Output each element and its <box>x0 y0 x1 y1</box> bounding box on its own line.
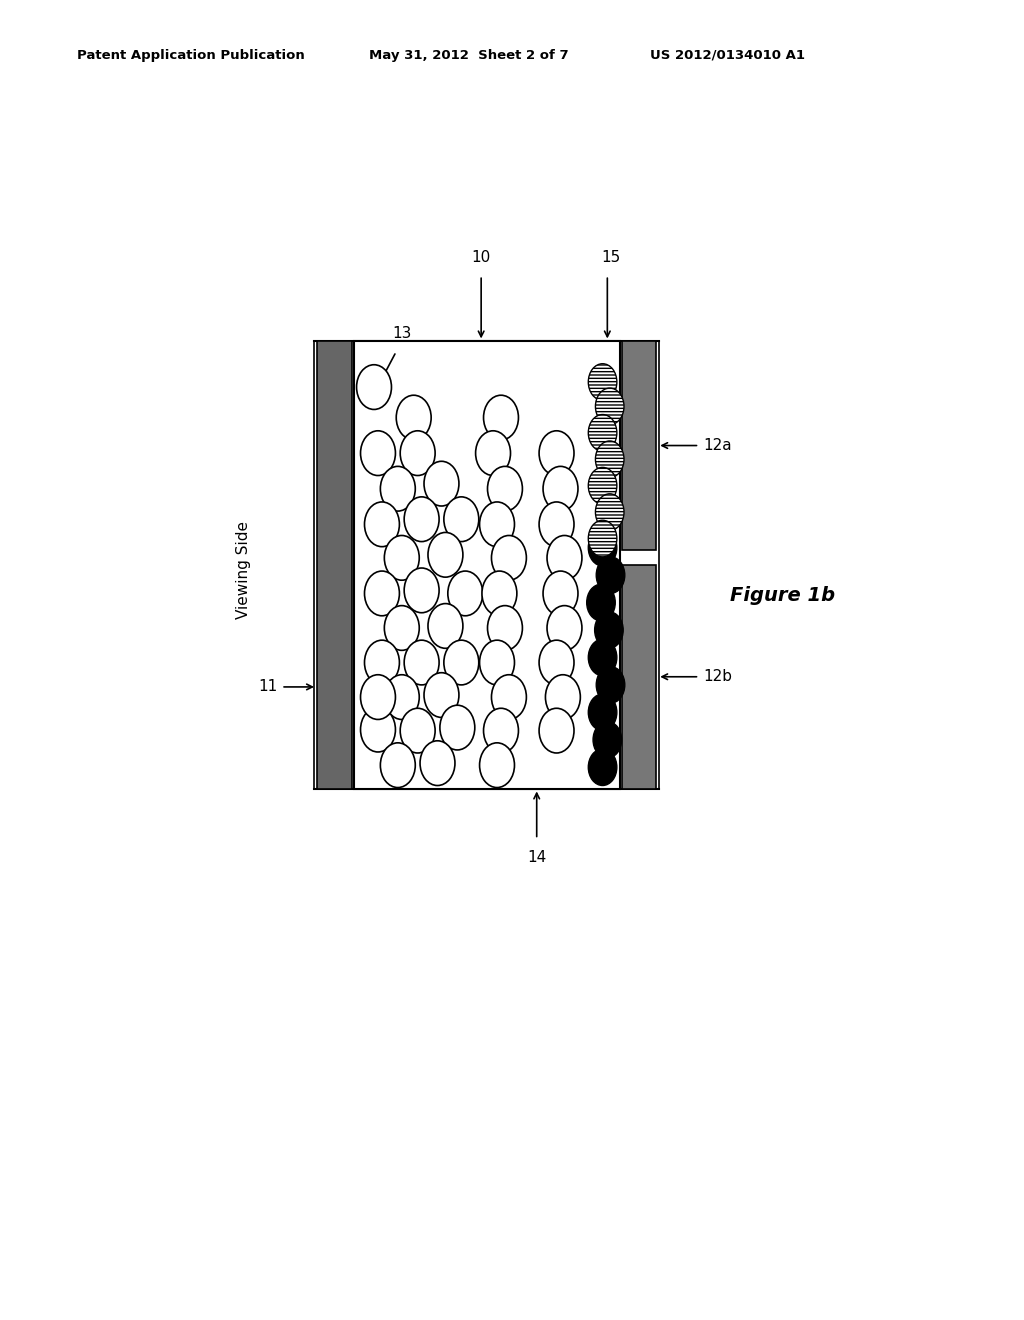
Circle shape <box>443 640 479 685</box>
Circle shape <box>487 466 522 511</box>
Circle shape <box>404 496 439 541</box>
Circle shape <box>588 520 616 557</box>
Bar <box>623 342 655 549</box>
Circle shape <box>539 502 574 546</box>
Circle shape <box>365 640 399 685</box>
Circle shape <box>482 572 517 615</box>
Circle shape <box>588 639 616 676</box>
Circle shape <box>440 705 475 750</box>
Circle shape <box>380 466 416 511</box>
Circle shape <box>396 395 431 440</box>
Circle shape <box>365 502 399 546</box>
Circle shape <box>483 709 518 752</box>
Circle shape <box>443 496 479 541</box>
Circle shape <box>483 395 518 440</box>
Circle shape <box>595 494 624 531</box>
Circle shape <box>588 414 616 451</box>
Circle shape <box>547 606 582 651</box>
Bar <box>354 342 621 788</box>
Circle shape <box>492 675 526 719</box>
Text: Figure 1b: Figure 1b <box>730 586 836 605</box>
Circle shape <box>360 708 395 752</box>
Circle shape <box>428 603 463 648</box>
Text: 12b: 12b <box>703 669 732 684</box>
Circle shape <box>487 606 522 651</box>
Text: 10: 10 <box>471 249 490 265</box>
Circle shape <box>404 640 439 685</box>
Text: Viewing Side: Viewing Side <box>236 521 251 619</box>
Circle shape <box>588 467 616 504</box>
Text: May 31, 2012  Sheet 2 of 7: May 31, 2012 Sheet 2 of 7 <box>369 49 568 62</box>
Text: 12a: 12a <box>703 438 732 453</box>
Circle shape <box>447 572 482 615</box>
Circle shape <box>588 364 616 400</box>
Circle shape <box>384 536 419 581</box>
Circle shape <box>492 536 526 581</box>
Circle shape <box>360 675 395 719</box>
Circle shape <box>356 364 391 409</box>
Circle shape <box>595 388 624 425</box>
Circle shape <box>546 675 581 719</box>
Circle shape <box>588 748 616 785</box>
Circle shape <box>400 430 435 475</box>
Circle shape <box>588 529 616 566</box>
Circle shape <box>420 741 455 785</box>
Circle shape <box>596 667 625 704</box>
Circle shape <box>593 722 622 758</box>
Circle shape <box>479 743 514 788</box>
Text: 14: 14 <box>527 850 547 865</box>
Text: 13: 13 <box>392 326 412 342</box>
Circle shape <box>543 466 578 511</box>
Circle shape <box>479 640 514 685</box>
Circle shape <box>595 611 624 648</box>
Circle shape <box>539 430 574 475</box>
Circle shape <box>587 585 615 620</box>
Text: US 2012/0134010 A1: US 2012/0134010 A1 <box>650 49 805 62</box>
Circle shape <box>479 502 514 546</box>
Circle shape <box>547 536 582 581</box>
Text: Patent Application Publication: Patent Application Publication <box>77 49 304 62</box>
Circle shape <box>404 568 439 612</box>
Circle shape <box>588 694 616 731</box>
Circle shape <box>365 572 399 615</box>
Circle shape <box>596 557 625 594</box>
Bar <box>623 565 655 788</box>
Circle shape <box>380 743 416 788</box>
Circle shape <box>543 572 578 615</box>
Circle shape <box>384 606 419 651</box>
Circle shape <box>384 675 419 719</box>
Circle shape <box>400 709 435 752</box>
Bar <box>316 342 352 788</box>
Circle shape <box>428 532 463 577</box>
Circle shape <box>360 430 395 475</box>
Text: 15: 15 <box>601 249 621 265</box>
Circle shape <box>595 441 624 478</box>
Circle shape <box>539 709 574 752</box>
Circle shape <box>475 430 511 475</box>
Circle shape <box>424 461 459 506</box>
Circle shape <box>539 640 574 685</box>
Text: 11: 11 <box>258 680 278 694</box>
Circle shape <box>424 673 459 718</box>
